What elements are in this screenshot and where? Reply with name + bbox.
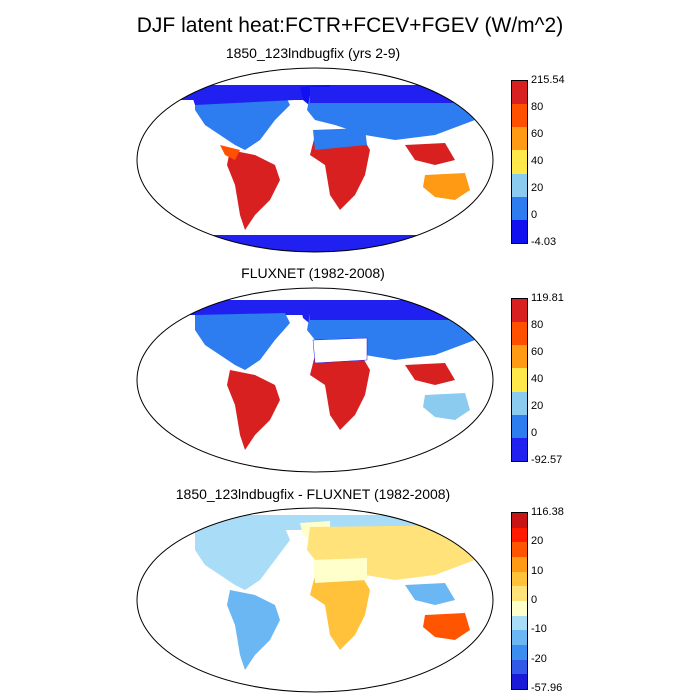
colorbar-tick-label: 0 <box>531 594 538 606</box>
map-difference <box>136 507 494 693</box>
central-america-region <box>220 145 240 160</box>
australia-region <box>423 173 470 200</box>
colorbar-segment <box>512 391 527 415</box>
colorbar-segment <box>512 104 527 128</box>
south-america-region <box>227 370 280 450</box>
colorbar-segment <box>512 571 527 587</box>
north-america-region <box>195 528 290 590</box>
panel-title: 1850_123lndbugfix - FLUXNET (1982-2008) <box>175 486 451 502</box>
colorbar <box>511 512 528 690</box>
colorbar-segment <box>512 527 527 543</box>
colorbar-tick-label: -10 <box>531 623 547 636</box>
map-boundary <box>136 67 494 253</box>
north-africa-region <box>313 128 367 150</box>
colorbar-tick-label: 0 <box>531 209 538 221</box>
australia-region <box>423 393 470 420</box>
colorbar-tick-label: -4.03 <box>531 236 557 248</box>
colorbar-tick-label: 20 <box>531 535 544 548</box>
africa-region <box>310 573 370 650</box>
colorbar-tick-label: 80 <box>531 319 544 331</box>
colorbar-tick-label: 20 <box>531 182 544 194</box>
colorbar-segment <box>512 644 527 660</box>
colorbar-tick-label: 215.54 <box>531 74 565 86</box>
colorbar-tick-label: 60 <box>531 128 544 140</box>
colorbar-tick-label: 0 <box>531 427 538 439</box>
panel-title: FLUXNET (1982-2008) <box>241 265 385 281</box>
colorbar-segment <box>512 630 527 645</box>
colorbar-tick-label: 10 <box>531 564 544 577</box>
colorbar <box>511 298 528 462</box>
colorbar-tick-label: 60 <box>531 346 544 358</box>
southeast-asia-region <box>405 143 455 165</box>
colorbar-segment <box>512 173 527 197</box>
southeast-asia-region <box>405 583 455 605</box>
colorbar-tick-label: 40 <box>531 155 544 167</box>
north-america-arctic <box>190 87 295 105</box>
colorbar-segment <box>512 659 527 675</box>
australia-region <box>423 613 470 640</box>
colorbar-segment <box>512 299 527 323</box>
siberia-region <box>310 303 475 320</box>
colorbar-segment <box>512 542 527 557</box>
south-america-region <box>227 150 280 230</box>
africa-region <box>310 353 370 430</box>
southeast-asia-region <box>405 363 455 385</box>
colorbar-segment <box>512 674 527 689</box>
north-america-region <box>195 313 290 370</box>
colorbar-tick-label: 20 <box>531 400 544 412</box>
colorbar-segment <box>512 196 527 220</box>
map-boundary <box>136 287 494 473</box>
colorbar-tick-label: 116.38 <box>531 506 564 518</box>
colorbar-segment <box>512 368 527 392</box>
colorbar-segment <box>512 81 527 105</box>
colorbar-segment <box>512 586 527 601</box>
colorbar-segment <box>512 600 527 616</box>
map-boundary <box>136 507 494 693</box>
colorbar-segment <box>512 322 527 346</box>
colorbar-segment <box>512 513 527 528</box>
map-observed <box>136 287 494 473</box>
colorbar-segment <box>512 437 527 461</box>
colorbar-tick-label: 119.81 <box>531 292 564 304</box>
colorbar-segment <box>512 150 527 174</box>
colorbar-segment <box>512 556 527 572</box>
colorbar-segment <box>512 127 527 151</box>
colorbar-tick-label: -92.57 <box>531 454 563 466</box>
colorbar-tick-label: -20 <box>531 652 547 665</box>
colorbar <box>511 80 528 244</box>
colorbar-segment <box>512 414 527 438</box>
panel-title: 1850_123lndbugfix (yrs 2-9) <box>225 45 401 61</box>
map-model <box>136 67 494 253</box>
sahara-region <box>312 337 368 364</box>
eurasia-region <box>307 93 475 140</box>
colorbar-tick-label: 80 <box>531 101 544 113</box>
south-america-region <box>227 590 280 670</box>
colorbar-segment <box>512 219 527 243</box>
africa-region <box>310 133 370 210</box>
sahara-region <box>313 558 367 583</box>
colorbar-segment <box>512 345 527 369</box>
figure-title: DJF latent heat:FCTR+FCEV+FGEV (W/m^2) <box>136 14 564 37</box>
colorbar-segment <box>512 615 527 631</box>
colorbar-tick-label: -57.96 <box>531 682 563 694</box>
colorbar-tick-label: 40 <box>531 373 544 385</box>
north-america-region <box>195 95 290 150</box>
